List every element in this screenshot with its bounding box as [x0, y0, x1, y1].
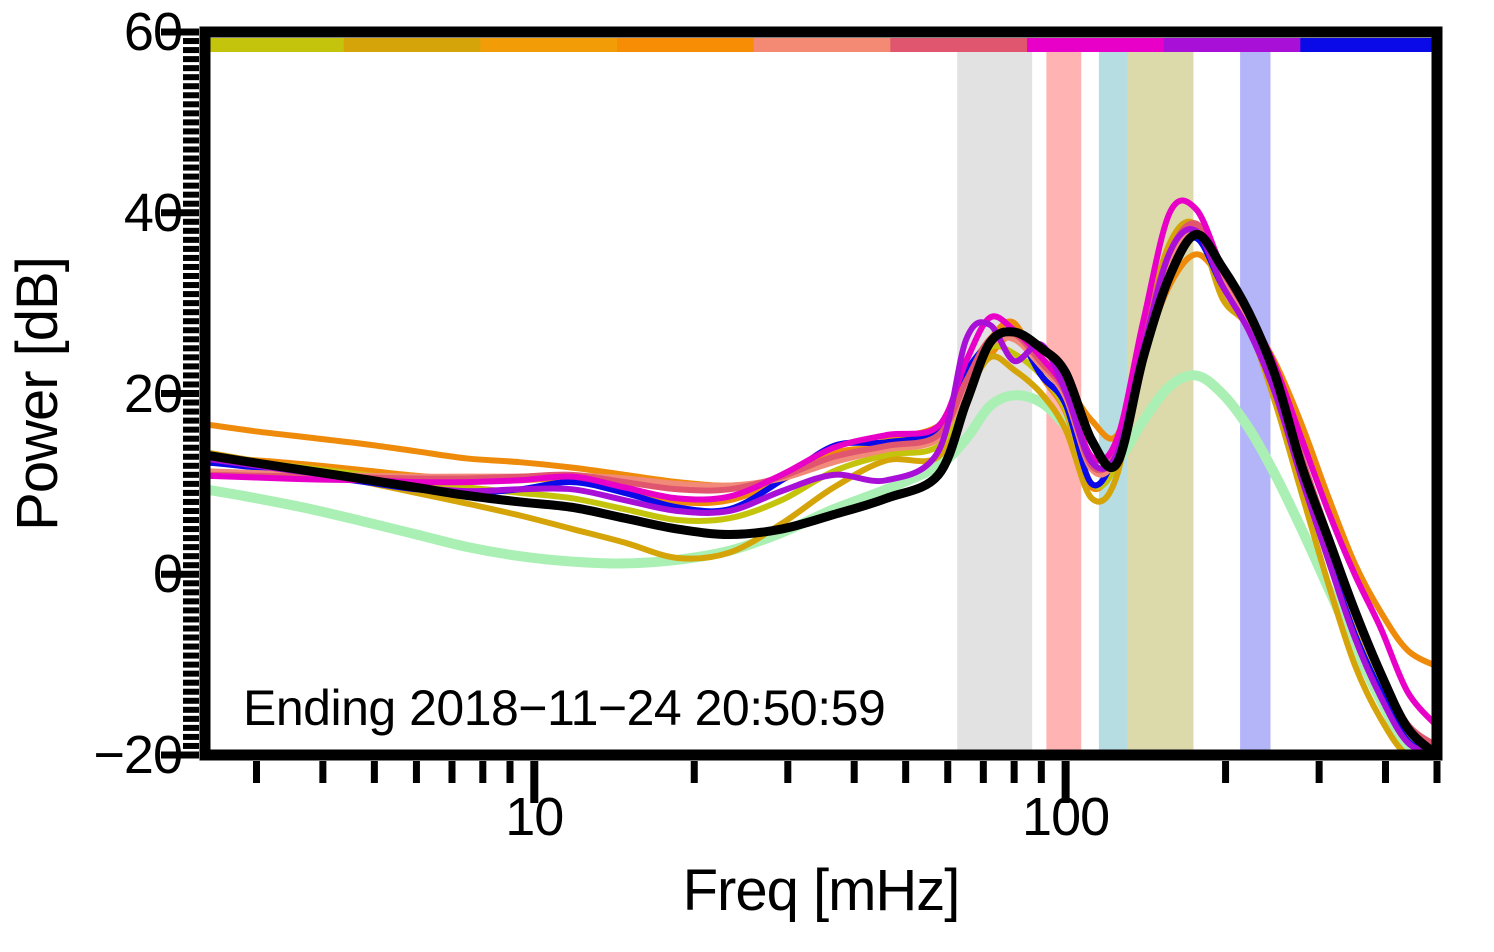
axis-frame-right	[1431, 26, 1443, 761]
axis-frame-left	[199, 26, 211, 761]
axis-frame-top	[199, 26, 1443, 38]
colorbar-seg-7-magenta	[1027, 38, 1165, 52]
colorbar-seg-9-blue	[1300, 38, 1438, 52]
series-line-mean	[205, 229, 1437, 755]
colorbar-seg-3-amber	[480, 38, 618, 52]
x-axis-title: Freq [mHz]	[682, 858, 961, 923]
colorbar-seg-5-salmon	[753, 38, 891, 52]
series-line-goldenrod-low	[205, 218, 1437, 755]
axis-ticks-group	[161, 28, 1441, 803]
colorbar-seg-6-rose	[890, 38, 1028, 52]
colorbar-seg-4-orange	[617, 38, 755, 52]
series-line-lightgreen-smooth	[205, 370, 1437, 755]
ending-timestamp-annotation: Ending 2018−11−24 20:50:59	[243, 680, 886, 736]
colorbar-seg-1-olive	[207, 38, 345, 52]
band-periwinkle	[1240, 42, 1271, 755]
axis-frame-bottom	[199, 749, 1443, 761]
axis-frame-group	[199, 26, 1443, 761]
series-group	[205, 197, 1437, 755]
colorbar-group	[207, 38, 1438, 52]
colorbar-seg-2-gold	[343, 38, 481, 52]
band-cyan	[1098, 42, 1128, 755]
colorbar-seg-8-purple	[1163, 38, 1301, 52]
